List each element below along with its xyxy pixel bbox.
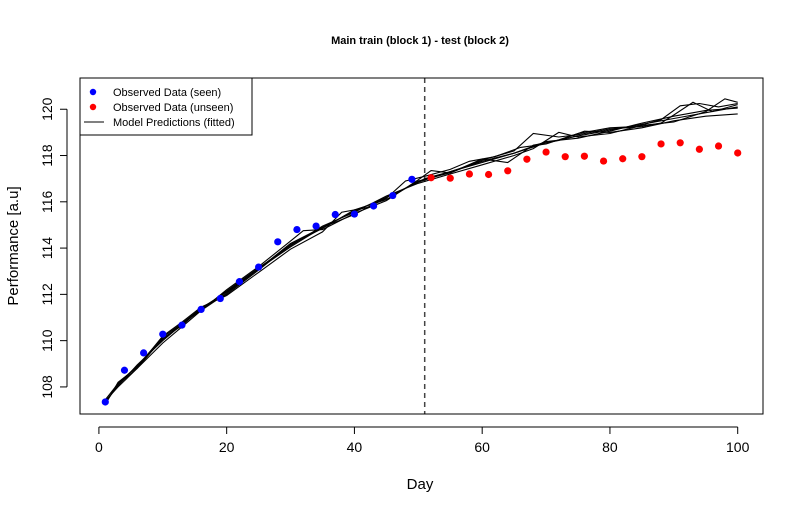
model-prediction-line bbox=[104, 102, 738, 405]
observed-unseen-point bbox=[523, 155, 531, 163]
observed-seen-point bbox=[120, 366, 129, 374]
observed-seen-point bbox=[369, 202, 378, 210]
x-tick-label: 60 bbox=[474, 439, 490, 455]
observed-seen-point bbox=[101, 398, 109, 406]
observed-unseen-point bbox=[561, 153, 569, 161]
y-tick-label: 112 bbox=[39, 283, 55, 306]
observed-seen-point bbox=[312, 222, 320, 230]
observed-seen-point bbox=[216, 294, 224, 303]
axes: 0 20 40 60 80 100 108 110 112 114 116 118 120 bbox=[39, 77, 764, 455]
observed-unseen-point bbox=[446, 174, 454, 182]
x-tick-label: 40 bbox=[347, 439, 363, 455]
legend-box bbox=[79, 77, 253, 136]
x-tick-label: 20 bbox=[219, 439, 235, 455]
observed-seen-point bbox=[350, 210, 359, 218]
y-tick-label: 118 bbox=[39, 144, 55, 167]
observed-unseen-point bbox=[676, 139, 684, 147]
observed-unseen-point bbox=[734, 149, 742, 157]
observed-unseen-point bbox=[504, 167, 512, 175]
observed-seen-point bbox=[159, 330, 167, 338]
x-tick-label: 0 bbox=[95, 439, 103, 455]
x-tick-label: 100 bbox=[726, 439, 750, 455]
legend-marker bbox=[89, 88, 97, 96]
observed-unseen-point bbox=[599, 157, 608, 165]
observed-seen-point bbox=[408, 175, 416, 183]
observed-unseen-point bbox=[484, 170, 493, 179]
observed-unseen-point bbox=[580, 152, 588, 160]
observed-unseen-point bbox=[619, 155, 627, 163]
observed-seen-point bbox=[197, 305, 205, 314]
model-prediction-line bbox=[104, 101, 738, 402]
y-tick-label: 108 bbox=[39, 375, 55, 399]
observed-unseen-point bbox=[695, 145, 703, 153]
observed-unseen-point bbox=[714, 142, 723, 150]
observed-unseen-point bbox=[427, 174, 435, 182]
observed-seen-point bbox=[331, 210, 339, 219]
y-tick-label: 116 bbox=[39, 190, 55, 213]
model-prediction-line bbox=[104, 107, 738, 401]
x-tick-label: 80 bbox=[602, 439, 618, 455]
observed-seen-point bbox=[274, 238, 282, 246]
observed-unseen-point bbox=[638, 153, 646, 161]
y-tick-label: 110 bbox=[39, 329, 55, 352]
observed-seen-point bbox=[178, 321, 186, 329]
observed-seen-point bbox=[140, 349, 148, 357]
legend: Observed Data (seen) Observed Data (unsee… bbox=[79, 77, 253, 136]
plot-content bbox=[101, 78, 742, 414]
observed-unseen-point bbox=[542, 148, 550, 156]
model-prediction-line bbox=[104, 106, 738, 404]
y-tick-label: 114 bbox=[39, 237, 55, 260]
plot-frame bbox=[79, 77, 764, 415]
legend-label: Model Predictions (fitted) bbox=[113, 117, 235, 129]
observed-unseen-point bbox=[657, 140, 665, 148]
observed-seen-point bbox=[293, 225, 301, 234]
observed-seen-point bbox=[235, 278, 244, 286]
y-tick-label: 120 bbox=[39, 97, 55, 121]
observed-seen-point bbox=[255, 263, 263, 271]
model-prediction-line bbox=[104, 98, 738, 403]
observed-unseen-point bbox=[465, 170, 474, 178]
legend-label: Observed Data (unseen) bbox=[113, 102, 233, 114]
legend-label: Observed Data (seen) bbox=[113, 87, 221, 99]
observed-seen-point bbox=[389, 191, 397, 200]
y-axis-label: Performance [a.u] bbox=[5, 186, 22, 305]
x-axis-label: Day bbox=[407, 476, 434, 493]
legend-marker bbox=[89, 103, 97, 111]
chart-title: Main train (block 1) - test (block 2) bbox=[331, 35, 509, 47]
